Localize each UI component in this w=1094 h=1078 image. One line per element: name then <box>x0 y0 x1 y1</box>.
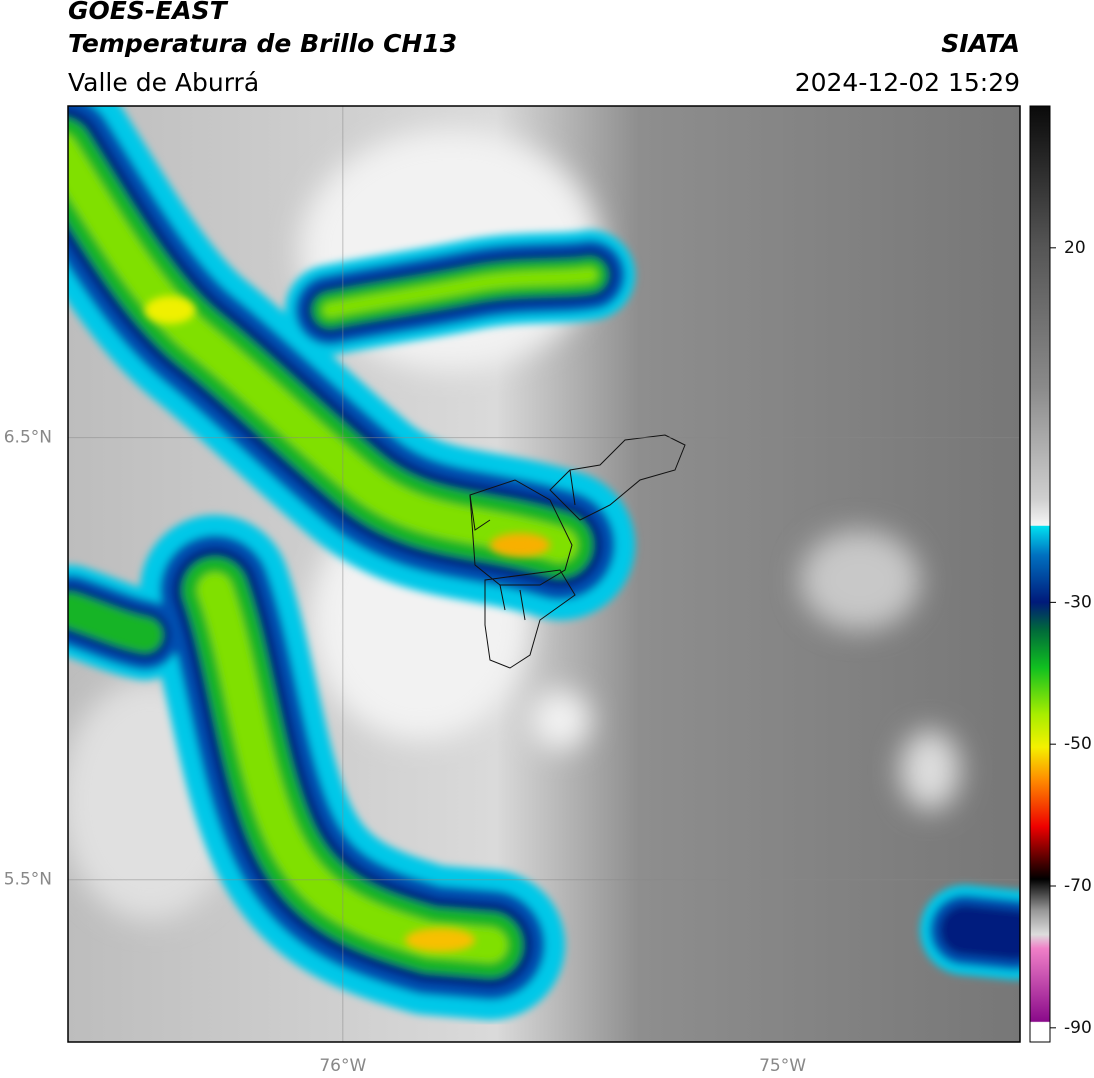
map-frame <box>67 105 1021 1043</box>
y-tick-label: 5.5°N <box>4 870 52 890</box>
colorbar-tick-label: -70 <box>1064 876 1092 896</box>
grid <box>68 106 1020 1042</box>
timestamp: 2024-12-02 15:29 <box>795 68 1020 97</box>
colorbar-tick-label: 20 <box>1064 238 1086 258</box>
colorbar-tick-label: -50 <box>1064 734 1092 754</box>
x-tick-label: 75°W <box>759 1056 806 1076</box>
colorbar <box>1029 105 1051 1043</box>
warm-cores <box>145 296 550 952</box>
source: SIATA <box>941 29 1020 58</box>
colorbar-tick-label: -90 <box>1064 1018 1092 1038</box>
region-name: Valle de Aburrá <box>68 68 259 97</box>
colorbar-tick-label: -30 <box>1064 592 1092 612</box>
satellite-name: GOES-EAST <box>68 0 229 25</box>
x-tick-label: 76°W <box>319 1056 366 1076</box>
municipality-boundaries <box>469 434 686 669</box>
product-name: Temperatura de Brillo CH13 <box>68 29 457 58</box>
satellite-image <box>68 106 1020 1042</box>
y-tick-label: 6.5°N <box>4 428 52 448</box>
